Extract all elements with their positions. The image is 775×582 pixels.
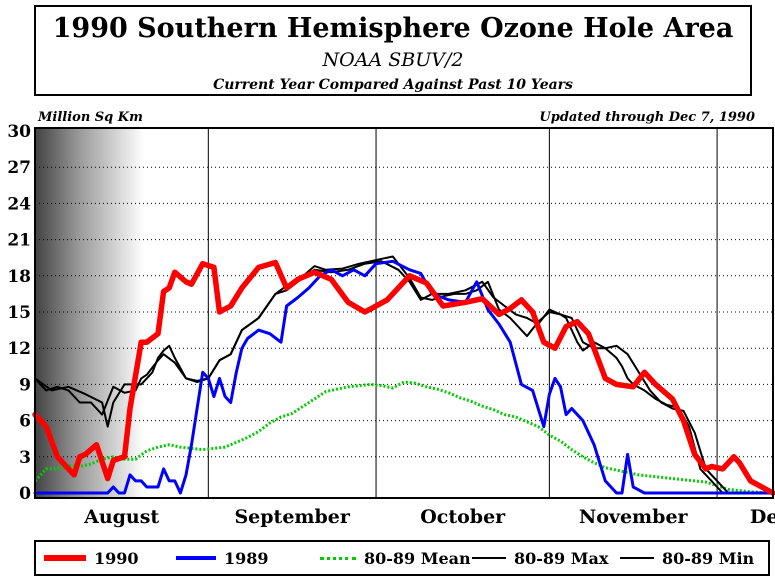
month-label: October xyxy=(420,506,506,528)
legend-item-1989: 1989 xyxy=(176,542,269,574)
y-tick-label: 9 xyxy=(19,375,31,395)
series-line-80-89-max xyxy=(34,260,774,494)
y-tick-label: 12 xyxy=(7,339,31,359)
chart-title: 1990 Southern Hemisphere Ozone Hole Area xyxy=(52,13,734,44)
chart-subtitle: NOAA SBUV/2 xyxy=(322,49,464,71)
updated-note: Updated through Dec 7, 1990 xyxy=(539,110,755,125)
series-lines xyxy=(32,255,775,496)
y-tick-label: 15 xyxy=(7,303,31,323)
legend-label-1990: 1990 xyxy=(94,548,139,568)
series-line-80-89-min xyxy=(34,255,774,494)
y-tick-labels: 0 3 6 9 12 15 18 21 24 27 30 xyxy=(7,122,31,504)
chart-description: Current Year Compared Against Past 10 Ye… xyxy=(213,77,573,93)
legend-swatch-mean xyxy=(320,556,356,560)
legend-item-1990: 1990 xyxy=(44,542,139,574)
series-line-80-89-mean xyxy=(33,380,774,495)
legend-swatch-1989 xyxy=(176,556,216,560)
y-tick-label: 6 xyxy=(19,412,31,432)
y-tick-label: 3 xyxy=(19,448,31,468)
y-tick-label: 27 xyxy=(7,158,31,178)
series-line-1989 xyxy=(33,259,775,495)
month-label: September xyxy=(234,506,350,528)
y-tick-label: 0 xyxy=(19,484,31,504)
legend-label-1989: 1989 xyxy=(224,548,269,568)
title-box: 1990 Southern Hemisphere Ozone Hole Area… xyxy=(34,5,752,96)
legend-swatch-max xyxy=(472,557,506,559)
month-label: November xyxy=(579,506,689,528)
y-tick-label: 18 xyxy=(7,267,31,287)
legend-item-mean: 80-89 Mean xyxy=(320,542,471,574)
legend-label-max: 80-89 Max xyxy=(514,548,609,568)
legend: 1990 1989 80-89 Mean 80-89 Max 80-89 Min xyxy=(34,540,770,576)
ozone-chart: Million Sq Km Updated through Dec 7, 199… xyxy=(7,110,775,528)
month-label: August xyxy=(83,506,159,528)
y-tick-label: 24 xyxy=(7,194,31,214)
legend-item-max: 80-89 Max xyxy=(472,542,608,574)
legend-label-mean: 80-89 Mean xyxy=(364,548,471,568)
series-line-1990 xyxy=(32,259,775,496)
y-tick-label: 21 xyxy=(7,231,31,251)
month-labels: August September October November December xyxy=(83,506,775,528)
month-label: December xyxy=(750,506,775,528)
legend-item-min: 80-89 Min xyxy=(620,542,754,574)
legend-label-min: 80-89 Min xyxy=(662,548,755,568)
legend-swatch-min xyxy=(620,557,654,559)
legend-swatch-1990 xyxy=(44,555,86,561)
gridlines xyxy=(35,166,773,458)
y-axis-unit: Million Sq Km xyxy=(37,110,143,125)
y-tick-label: 30 xyxy=(7,122,31,142)
plot-frame xyxy=(34,127,774,499)
